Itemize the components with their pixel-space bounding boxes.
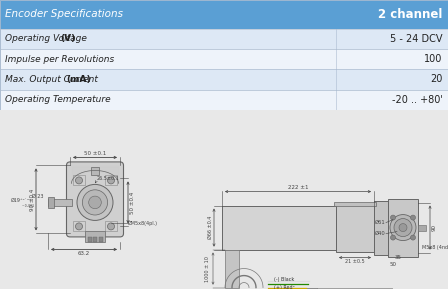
Bar: [388, 199, 418, 257]
Text: 50 ±0.4: 50 ±0.4: [129, 191, 134, 214]
Circle shape: [390, 214, 416, 240]
Text: 21 ±0.5: 21 ±0.5: [345, 259, 365, 264]
Bar: [0, 49, 448, 69]
Circle shape: [394, 218, 412, 237]
Circle shape: [89, 196, 101, 209]
Text: Ø61: Ø61: [375, 220, 386, 225]
Bar: [418, 225, 426, 231]
Text: Encoder Specifications: Encoder Specifications: [5, 9, 123, 19]
Circle shape: [76, 223, 82, 230]
Bar: [93, 237, 97, 242]
Text: 100: 100: [424, 54, 443, 64]
Text: Ø66 ±0.4: Ø66 ±0.4: [207, 216, 212, 239]
Bar: [85, 231, 105, 242]
Text: Ø19⁺⁰˙⁰⁰¹: Ø19⁺⁰˙⁰⁰¹: [11, 198, 34, 203]
Circle shape: [77, 184, 113, 221]
Bar: [225, 250, 239, 288]
Circle shape: [108, 177, 115, 184]
Text: (-) Black: (-) Black: [274, 277, 294, 282]
Bar: [280, 288, 317, 289]
Bar: [374, 201, 388, 255]
Bar: [0, 69, 448, 90]
Text: 5 - 24 DCV: 5 - 24 DCV: [390, 34, 443, 44]
Text: 50: 50: [389, 262, 396, 266]
Text: (+) Red⁰: (+) Red⁰: [274, 285, 295, 289]
Text: 20: 20: [430, 74, 443, 84]
Bar: [222, 205, 336, 250]
Text: Ø 23: Ø 23: [31, 194, 43, 199]
Text: Max. Output Current: Max. Output Current: [5, 75, 101, 84]
Text: 90: 90: [431, 224, 436, 231]
Text: Impulse per Revolutions: Impulse per Revolutions: [5, 55, 115, 64]
Text: 1000 ± 10: 1000 ± 10: [205, 256, 210, 281]
Bar: [73, 175, 85, 186]
Text: Operating Temperature: Operating Temperature: [5, 95, 111, 104]
Bar: [317, 288, 392, 289]
Text: 26.5±0.1: 26.5±0.1: [97, 176, 120, 181]
Text: 2 channel: 2 channel: [378, 8, 443, 21]
Text: ₋₀.₀₀₁: ₋₀.₀₀₁: [19, 203, 34, 208]
Bar: [105, 175, 117, 186]
Bar: [48, 199, 72, 206]
Text: (V): (V): [60, 34, 75, 43]
Circle shape: [399, 224, 407, 231]
Bar: [99, 237, 103, 242]
Circle shape: [391, 215, 396, 220]
Text: 35: 35: [395, 255, 401, 260]
Text: Operating Voltage: Operating Voltage: [5, 34, 90, 43]
Bar: [0, 29, 448, 49]
Circle shape: [108, 223, 115, 230]
Text: 222 ±1: 222 ±1: [288, 185, 308, 190]
Text: 50 ±0.1: 50 ±0.1: [84, 151, 106, 156]
Text: ØM5x8(4pl.): ØM5x8(4pl.): [128, 221, 158, 226]
Bar: [48, 197, 54, 208]
Circle shape: [391, 235, 396, 240]
Circle shape: [82, 190, 108, 215]
Bar: [105, 221, 117, 231]
Circle shape: [410, 215, 415, 220]
Bar: [334, 202, 376, 205]
Text: 90 ±0.4: 90 ±0.4: [30, 188, 34, 210]
Bar: [87, 237, 91, 242]
Bar: [91, 167, 99, 175]
Bar: [336, 203, 374, 252]
Text: M5x8 (4nd.): M5x8 (4nd.): [422, 245, 448, 250]
Bar: [73, 221, 85, 231]
Bar: [0, 90, 448, 110]
Text: 63.2: 63.2: [78, 251, 90, 256]
Text: Ø40: Ø40: [375, 231, 386, 236]
FancyBboxPatch shape: [66, 162, 124, 237]
Circle shape: [410, 235, 415, 240]
Circle shape: [76, 177, 82, 184]
Bar: [0, 0, 448, 29]
Text: -20 .. +80': -20 .. +80': [392, 95, 443, 105]
Text: (mA): (mA): [66, 75, 91, 84]
